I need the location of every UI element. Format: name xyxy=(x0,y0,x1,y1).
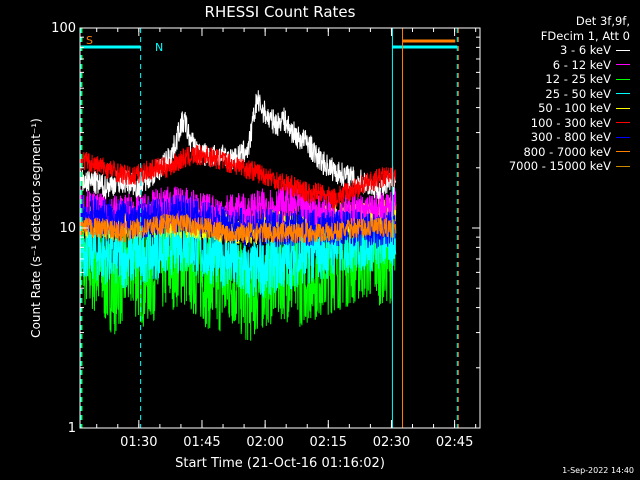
x-tick-label: 02:45 xyxy=(436,435,473,450)
legend-entry: 7000 - 15000 keV xyxy=(509,159,630,174)
legend-entry: 50 - 100 keV xyxy=(509,101,630,116)
legend-entry: 3 - 6 keV xyxy=(509,43,630,58)
legend-label: 7000 - 15000 keV xyxy=(508,159,611,173)
legend-label: 300 - 800 keV xyxy=(530,130,611,144)
x-tick-label: 01:30 xyxy=(120,435,157,450)
series-line xyxy=(79,213,397,244)
legend-swatch xyxy=(616,165,630,167)
series-line xyxy=(79,145,397,209)
tick-layer: 01:30 01:45 02:00 02:15 02:30 02:45 1 10 100 xyxy=(51,21,480,450)
legend-swatch xyxy=(616,78,630,80)
legend-entry: 300 - 800 keV xyxy=(509,130,630,145)
legend-label: 100 - 300 keV xyxy=(530,115,611,130)
legend-swatch xyxy=(616,93,630,95)
legend: Det 3f,9f, FDecim 1, Att 0 3 - 6 keV 6 - … xyxy=(509,14,630,174)
legend-rows: 3 - 6 keV 6 - 12 keV 12 - 25 keV 25 - 50 ke… xyxy=(509,43,630,174)
x-tick-label: 02:30 xyxy=(373,435,410,450)
series-line xyxy=(79,209,397,341)
chart-title: RHESSI Count Rates xyxy=(205,3,356,21)
annotation-n: N xyxy=(155,41,163,54)
legend-header-line-2: FDecim 1, Att 0 xyxy=(540,28,630,43)
y-tick-label: 10 xyxy=(59,221,76,236)
legend-entry: 25 - 50 keV xyxy=(509,87,630,102)
y-tick-label: 100 xyxy=(51,21,76,36)
legend-swatch xyxy=(616,122,630,124)
legend-label: 25 - 50 keV xyxy=(545,86,611,101)
footer-date: 1-Sep-2022 14:40 xyxy=(562,466,634,475)
legend-label: 12 - 25 keV xyxy=(545,72,611,86)
data-layer xyxy=(79,90,397,341)
legend-header-line-1: Det 3f,9f, xyxy=(575,14,630,28)
y-axis-label: Count Rate (s⁻¹ detector segment⁻¹) xyxy=(29,118,43,338)
legend-swatch xyxy=(616,151,630,153)
legend-swatch xyxy=(616,64,630,66)
y-tick-label: 1 xyxy=(68,421,76,436)
legend-swatch xyxy=(616,136,630,138)
annotation-s: S xyxy=(86,34,93,47)
legend-entry: 800 - 7000 keV xyxy=(509,145,630,160)
x-tick-label: 01:45 xyxy=(183,435,220,450)
legend-entry: 12 - 25 keV xyxy=(509,72,630,87)
x-tick-label: 02:15 xyxy=(310,435,347,450)
legend-entry: 100 - 300 keV xyxy=(509,116,630,131)
series-line xyxy=(79,90,397,200)
legend-label: 50 - 100 keV xyxy=(538,101,611,115)
legend-swatch xyxy=(616,107,630,109)
legend-entry: 6 - 12 keV xyxy=(509,58,630,73)
x-tick-label: 02:00 xyxy=(246,435,283,450)
legend-label: 3 - 6 keV xyxy=(560,43,611,57)
x-axis-label: Start Time (21-Oct-16 01:16:02) xyxy=(175,456,385,471)
legend-swatch xyxy=(616,49,630,51)
legend-label: 6 - 12 keV xyxy=(552,57,611,72)
legend-label: 800 - 7000 keV xyxy=(523,144,611,159)
